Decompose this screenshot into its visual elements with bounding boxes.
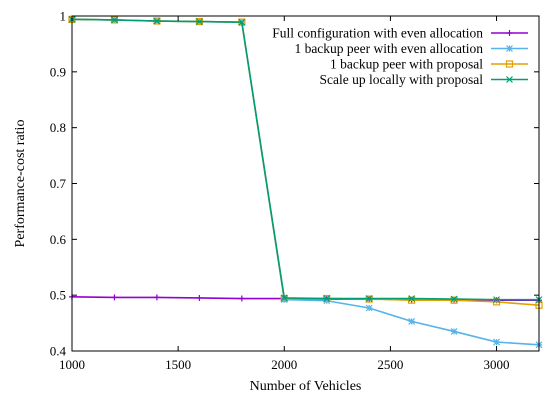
series-line bbox=[71, 18, 539, 301]
data-point bbox=[111, 16, 118, 24]
data-point bbox=[153, 294, 160, 301]
y-tick-label: 0.4 bbox=[50, 344, 67, 359]
data-point bbox=[450, 296, 458, 304]
data-point bbox=[493, 296, 500, 304]
legend-swatch-marker bbox=[506, 30, 513, 36]
legend-swatch-marker bbox=[506, 45, 513, 52]
data-point bbox=[238, 295, 245, 302]
y-tick-label: 1 bbox=[60, 9, 67, 24]
data-point bbox=[280, 296, 288, 304]
data-point bbox=[196, 294, 203, 301]
y-axis-label: Performance-cost ratio bbox=[13, 120, 28, 248]
data-point bbox=[365, 295, 373, 302]
data-point bbox=[323, 295, 331, 302]
data-point bbox=[195, 18, 203, 26]
legend: Full configuration with even allocation1… bbox=[272, 26, 528, 87]
data-point bbox=[450, 328, 458, 335]
y-tick-label: 0.6 bbox=[50, 232, 67, 247]
x-tick-label: 1000 bbox=[59, 357, 85, 372]
legend-swatch-marker bbox=[505, 60, 514, 68]
y-tick-label: 0.5 bbox=[50, 288, 66, 303]
x-axis-label: Number of Vehicles bbox=[250, 379, 362, 394]
data-point bbox=[450, 295, 458, 303]
y-tick-label: 0.7 bbox=[50, 176, 67, 191]
data-point bbox=[153, 17, 161, 25]
y-tick-label: 0.9 bbox=[50, 64, 66, 79]
series-layer bbox=[68, 15, 543, 349]
data-point bbox=[365, 304, 373, 312]
y-tick-label: 0.8 bbox=[50, 120, 66, 135]
legend-swatch-marker bbox=[506, 76, 513, 83]
legend-label: Scale up locally with proposal bbox=[320, 72, 484, 87]
ticks-layer: 1000 1500 2000 2500 3000 0.4 0.5 0.6 0.7 0.8 0.9 1 bbox=[50, 9, 539, 372]
legend-label: Full configuration with even allocation bbox=[272, 26, 483, 41]
data-point bbox=[408, 317, 416, 325]
data-point bbox=[493, 338, 500, 346]
data-point bbox=[408, 296, 416, 304]
data-point bbox=[238, 18, 246, 26]
x-tick-label: 2000 bbox=[271, 357, 297, 372]
data-point bbox=[323, 297, 331, 305]
data-point bbox=[111, 294, 118, 301]
x-tick-label: 2500 bbox=[377, 357, 403, 372]
x-tick-label: 1500 bbox=[165, 357, 191, 372]
legend-label: 1 backup peer with even allocation bbox=[294, 41, 483, 56]
x-tick-label: 3000 bbox=[484, 357, 510, 372]
data-point bbox=[280, 294, 288, 302]
legend-label: 1 backup peer with proposal bbox=[330, 57, 483, 72]
data-point bbox=[408, 295, 416, 302]
